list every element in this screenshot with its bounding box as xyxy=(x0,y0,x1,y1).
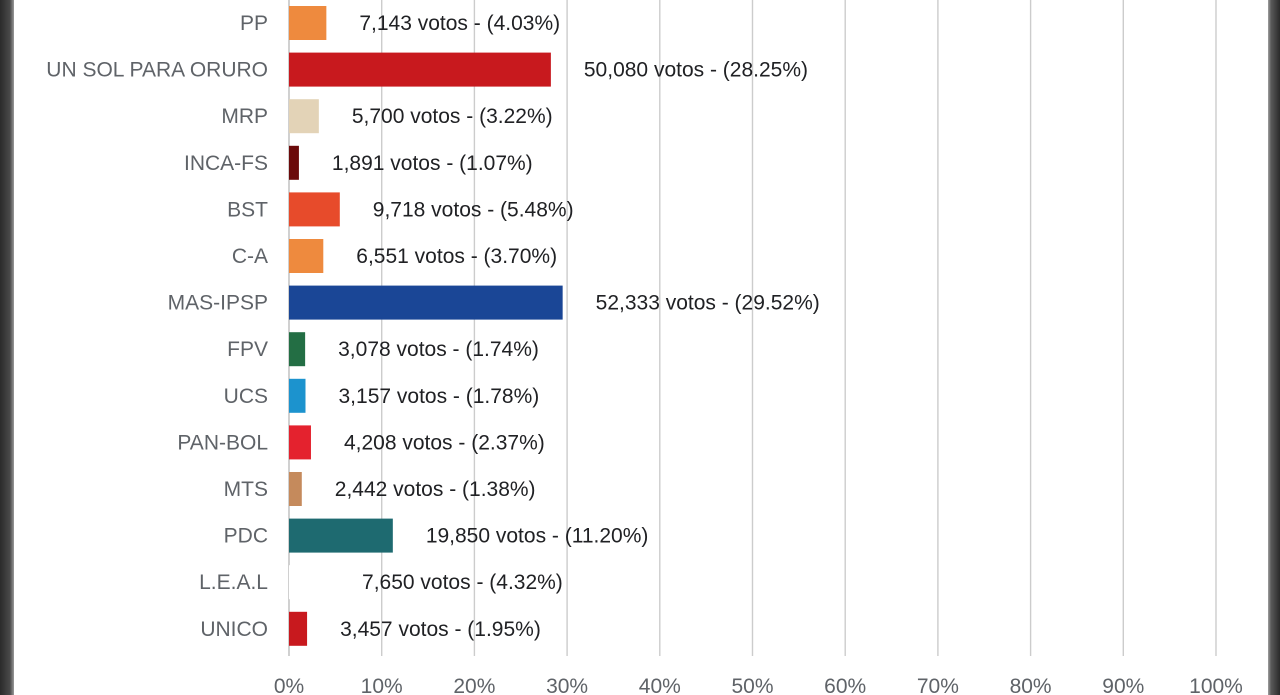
x-tick-label: 100% xyxy=(1189,675,1243,695)
tick-layer: 0% 10% 20% 30% 40% 50% 60% 70% 80% 90% 100% xyxy=(274,675,1243,695)
bar-value-label: 7,143 votos - (4.03%) xyxy=(359,12,560,35)
bar-mrp[interactable] xyxy=(289,99,319,134)
bar-mas-ipsp[interactable] xyxy=(289,285,563,320)
bar-value-label: 1,891 votos - (1.07%) xyxy=(332,152,533,175)
bar-value-label: 9,718 votos - (5.48%) xyxy=(373,198,574,221)
bar-value-label: 3,157 votos - (1.78%) xyxy=(339,385,540,408)
bar-pdc[interactable] xyxy=(289,518,393,553)
category-label: PAN-BOL xyxy=(177,431,268,454)
x-tick-label: 90% xyxy=(1102,675,1144,695)
bar-ucs[interactable] xyxy=(289,378,306,413)
category-label: BST xyxy=(227,198,268,221)
category-label: MAS-IPSP xyxy=(168,292,268,315)
bar-value-label: 52,333 votos - (29.52%) xyxy=(596,292,820,315)
category-label: PP xyxy=(240,12,268,35)
x-tick-label: 30% xyxy=(546,675,588,695)
x-tick-label: 40% xyxy=(639,675,681,695)
category-label: INCA-FS xyxy=(184,152,268,175)
device-edge-right xyxy=(1268,0,1280,695)
bar-value-label: 6,551 votos - (3.70%) xyxy=(356,245,557,268)
bar-c-a[interactable] xyxy=(289,239,324,273)
bar-value-label: 19,850 votos - (11.20%) xyxy=(426,525,649,548)
label-layer: PP 7,143 votos - (4.03%) UN SOL PARA ORURO… xyxy=(46,12,820,641)
category-label: PDC xyxy=(224,525,268,548)
category-label: UCS xyxy=(224,385,268,408)
category-label: MTS xyxy=(224,478,268,501)
grid-layer xyxy=(288,0,1217,656)
category-label: UN SOL PARA ORURO xyxy=(46,59,268,82)
category-label: UNICO xyxy=(200,618,268,641)
bar-layer xyxy=(289,6,563,646)
bar-value-label: 5,700 votos - (3.22%) xyxy=(352,105,553,128)
x-tick-label: 60% xyxy=(824,675,866,695)
bar-unico[interactable] xyxy=(289,611,308,646)
bar-value-label: 4,208 votos - (2.37%) xyxy=(344,431,545,454)
category-label: FPV xyxy=(227,338,268,361)
device-edge-left xyxy=(0,0,14,695)
category-label: MRP xyxy=(221,105,268,128)
bar-pp[interactable] xyxy=(289,6,327,40)
x-tick-label: 0% xyxy=(274,675,304,695)
bar-mts[interactable] xyxy=(289,472,302,506)
x-tick-label: 70% xyxy=(917,675,959,695)
x-tick-label: 20% xyxy=(453,675,495,695)
bar-un-sol-para-oruro[interactable] xyxy=(289,52,551,87)
bar-value-label: 3,457 votos - (1.95%) xyxy=(340,618,541,641)
bar-inca-fs[interactable] xyxy=(289,145,299,180)
bar-bst[interactable] xyxy=(289,192,340,227)
x-tick-label: 10% xyxy=(361,675,403,695)
category-label: L.E.A.L xyxy=(199,571,268,594)
x-tick-label: 80% xyxy=(1010,675,1052,695)
bar-value-label: 50,080 votos - (28.25%) xyxy=(584,59,808,82)
bar-value-label: 3,078 votos - (1.74%) xyxy=(338,338,539,361)
category-label: C-A xyxy=(232,245,268,268)
x-tick-label: 50% xyxy=(731,675,773,695)
bar-fpv[interactable] xyxy=(289,332,306,367)
bar-value-label: 7,650 votos - (4.32%) xyxy=(362,571,563,594)
bar-pan-bol[interactable] xyxy=(289,425,311,460)
bar-value-label: 2,442 votos - (1.38%) xyxy=(335,478,536,501)
bar-l-e-a-l[interactable] xyxy=(289,565,330,600)
